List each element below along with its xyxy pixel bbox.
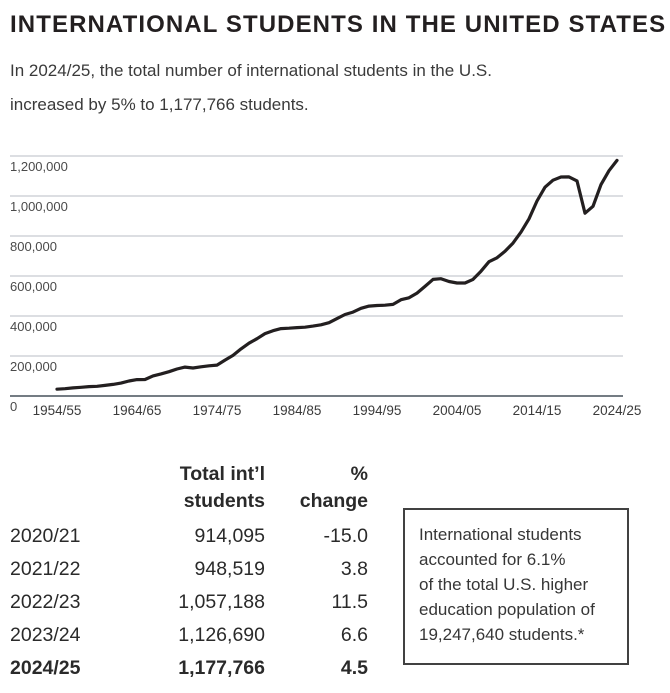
total-cell: 948,519: [194, 558, 266, 580]
change-header-line-2: change: [299, 490, 368, 512]
callout-line-5: 19,247,640 students.*: [419, 625, 585, 644]
x-tick-label: 1984/85: [273, 403, 322, 418]
total-cell: 914,095: [194, 525, 266, 547]
callout-line-1: International students: [419, 525, 582, 544]
page-title: INTERNATIONAL STUDENTS IN THE UNITED STA…: [10, 11, 667, 38]
x-tick-label: 1974/75: [193, 403, 242, 418]
chart-section: 0 200,000 400,000 600,000 800,000 1,000,000 1,…: [0, 150, 670, 435]
table-row: 2020/21 914,095 -15.0: [0, 520, 368, 553]
x-tick-label: 2004/05: [433, 403, 482, 418]
total-header-line-1: Total int’l: [179, 463, 265, 485]
x-tick-label: 1964/65: [113, 403, 162, 418]
year-cell: 2021/22: [10, 558, 81, 580]
total-cell: 1,057,188: [178, 591, 265, 613]
bottom-section: Total int’l students % change 2020/21 914…: [0, 435, 670, 693]
x-tick-label: 2024/25: [593, 403, 642, 418]
trend-line: [55, 158, 619, 391]
y-tick-label: 1,200,000: [10, 159, 68, 174]
table-row: 2021/22 948,519 3.8: [0, 553, 368, 586]
change-cell: 6.6: [340, 624, 368, 646]
subtitle-line-1: In 2024/25, the total number of internat…: [10, 61, 492, 80]
table-header-row: Total int’l students % change: [0, 461, 368, 515]
subtitle: In 2024/25, the total number of internat…: [10, 54, 660, 122]
change-header-cell: % change: [265, 461, 368, 515]
year-cell: 2024/25: [10, 657, 81, 679]
x-tick-label: 1994/95: [353, 403, 402, 418]
year-cell: 2023/24: [10, 624, 81, 646]
year-cell: 2020/21: [10, 525, 81, 547]
summary-table: Total int’l students % change 2020/21 914…: [0, 461, 368, 685]
total-cell: 1,126,690: [178, 624, 265, 646]
y-tick-label: 1,000,000: [10, 199, 68, 214]
change-cell: 4.5: [340, 657, 368, 679]
callout-box: International students accounted for 6.1…: [403, 508, 629, 665]
total-header-cell: Total int’l students: [105, 461, 265, 515]
year-header-cell: [10, 461, 105, 515]
x-tick-label: 2014/15: [513, 403, 562, 418]
total-cell: 1,177,766: [178, 657, 265, 679]
y-tick-label: 600,000: [10, 279, 57, 294]
page-header: INTERNATIONAL STUDENTS IN THE UNITED STA…: [0, 0, 670, 150]
y-tick-label: 400,000: [10, 319, 57, 334]
change-cell: 3.8: [340, 558, 368, 580]
total-header-line-2: students: [183, 490, 265, 512]
table-row: 2022/23 1,057,188 11.5: [0, 586, 368, 619]
x-tick-label: 1954/55: [33, 403, 82, 418]
change-cell: -15.0: [323, 525, 368, 547]
callout-line-4: education population of: [419, 600, 595, 619]
trend-chart: 0 200,000 400,000 600,000 800,000 1,000,000 1,…: [10, 155, 642, 418]
table-body: 2020/21 914,095 -15.0 2021/22 948,519 3.8 2022…: [0, 520, 368, 685]
callout-line-3: of the total U.S. higher: [419, 575, 589, 594]
change-cell: 11.5: [331, 591, 368, 613]
change-header-line-1: %: [350, 463, 368, 485]
y-tick-label: 200,000: [10, 359, 57, 374]
year-cell: 2022/23: [10, 591, 81, 613]
subtitle-line-2: increased by 5% to 1,177,766 students.: [10, 95, 309, 114]
table-row: 2024/25 1,177,766 4.5: [0, 652, 368, 685]
y-tick-label: 0: [10, 399, 17, 414]
callout-line-2: accounted for 6.1%: [419, 550, 566, 569]
table-row: 2023/24 1,126,690 6.6: [0, 619, 368, 652]
y-tick-label: 800,000: [10, 239, 57, 254]
